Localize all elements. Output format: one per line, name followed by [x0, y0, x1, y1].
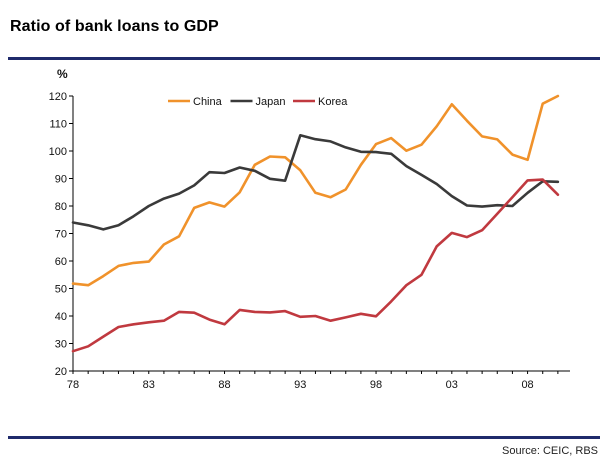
series-line-japan: [71, 134, 560, 231]
y-tick-label: 70: [55, 229, 67, 241]
y-tick-label: 90: [55, 174, 67, 186]
x-tick-label: 88: [218, 379, 230, 391]
x-tick-label: 08: [521, 379, 533, 391]
x-tick-label: 93: [294, 379, 306, 391]
y-tick-label: 30: [55, 339, 67, 351]
series-line-china: [71, 94, 560, 287]
y-tick-label: 80: [55, 201, 67, 213]
x-tick-label: 98: [370, 379, 382, 391]
bottom-divider: [8, 436, 600, 439]
y-tick-label: 50: [55, 284, 67, 296]
y-tick-label: 20: [55, 366, 67, 378]
x-tick-label: 03: [446, 379, 458, 391]
y-tick-label: 60: [55, 256, 67, 268]
source-note: Source: CEIC, RBS: [502, 445, 598, 457]
legend-label-korea: Korea: [318, 96, 348, 108]
y-tick-label: 100: [49, 146, 67, 158]
y-tick-label: 110: [49, 119, 67, 131]
top-divider: [8, 57, 600, 60]
x-tick-label: 83: [143, 379, 155, 391]
series-line-korea: [71, 178, 560, 353]
y-tick-label: 120: [49, 91, 67, 103]
y-tick-label: 40: [55, 311, 67, 323]
y-axis-unit-label: %: [57, 67, 68, 81]
legend-label-japan: Japan: [256, 96, 286, 108]
chart-title: Ratio of bank loans to GDP: [10, 18, 219, 35]
legend-label-china: China: [193, 96, 223, 108]
x-tick-label: 78: [67, 379, 79, 391]
